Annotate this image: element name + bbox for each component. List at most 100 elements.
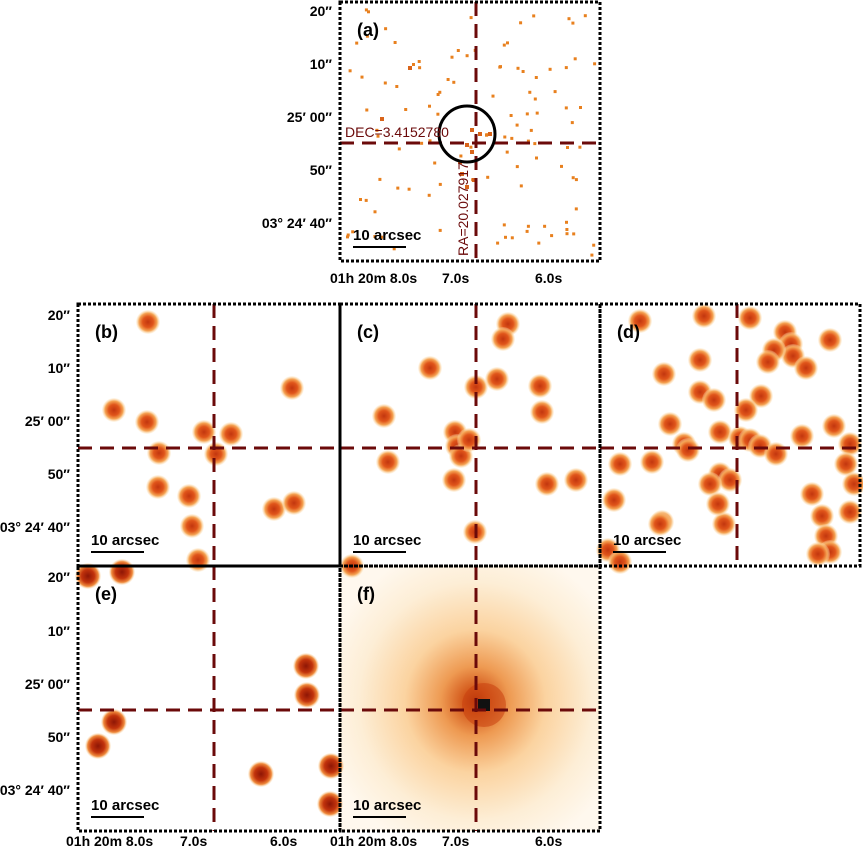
pixel-mark [469, 16, 473, 20]
source-blob [838, 500, 862, 524]
pixel-mark [364, 198, 368, 202]
y-tick-00: 25′ 00″ [287, 109, 332, 125]
pixel-mark [553, 90, 557, 94]
source-blob [530, 400, 554, 424]
pixel-mark [525, 112, 529, 116]
x-axis-labels-top: 01h 20m 8.0s 7.0s 6.0s [330, 270, 562, 286]
panel-label: (e) [95, 584, 117, 604]
source-blob [712, 512, 736, 536]
pixel-mark [567, 17, 571, 21]
pixel-mark [346, 233, 350, 237]
source-blob [180, 514, 204, 538]
pixel-mark [502, 223, 506, 227]
panel-d-frame [598, 302, 862, 568]
source-blob [464, 375, 488, 399]
y-tick-20: 20″ [48, 569, 71, 585]
pixel-mark [378, 177, 382, 181]
pixel-mark [359, 198, 362, 201]
source-blob [702, 388, 726, 412]
pixel-mark [566, 146, 569, 149]
pixel-mark [593, 62, 597, 66]
scale-bar-label: 10 arcsec [353, 227, 421, 244]
pixel-mark [535, 111, 539, 115]
x-tick-70: 7.0s [442, 270, 469, 286]
pixel-mark [395, 85, 399, 88]
source-blob [564, 468, 588, 492]
pixel-mark [360, 75, 364, 79]
y-tick-00: 25′ 00″ [25, 676, 70, 692]
panel-c-sources [340, 312, 588, 578]
pixel-mark [396, 186, 400, 190]
pixel-mark [574, 207, 578, 211]
y-tick-10: 10″ [48, 360, 71, 376]
panel-f-frame [338, 564, 602, 833]
pixel-mark [365, 108, 369, 112]
pixel-mark [532, 14, 536, 18]
pixel-mark [404, 108, 408, 111]
source-blob [376, 450, 400, 474]
y-axis-labels-top: 20″ 10″ 25′ 00″ 50″ 03° 24′ 40″ [262, 3, 332, 231]
y-tick-40: 03° 24′ 40″ [0, 782, 70, 798]
pixel-mark [548, 67, 552, 71]
pixel-mark [452, 80, 456, 84]
pixel-mark [367, 10, 370, 14]
pixel-mark [392, 247, 396, 251]
y-tick-50: 50″ [48, 729, 71, 745]
pixel-mark [417, 60, 421, 63]
pixel-mark [526, 224, 530, 228]
panel-b-sources [102, 310, 306, 572]
pixel-mark [583, 14, 587, 18]
y-tick-00: 25′ 00″ [25, 413, 70, 429]
source-blob [101, 709, 127, 735]
source-blob [317, 791, 343, 817]
pixel-mark [436, 93, 440, 96]
y-tick-50: 50″ [48, 466, 71, 482]
source-blob [756, 350, 780, 374]
source-blob [810, 504, 834, 528]
pixel-mark [380, 235, 384, 239]
source-blob [790, 424, 814, 448]
pixel-mark [438, 228, 442, 232]
pixel-mark [380, 117, 384, 121]
source-blob [692, 304, 716, 328]
source-blob [491, 327, 515, 351]
source-blob [485, 367, 509, 391]
source-blob [738, 306, 762, 330]
source-blob [608, 452, 632, 476]
pixel-mark [478, 132, 482, 136]
pixel-mark [393, 41, 397, 44]
pixel-mark [565, 228, 569, 231]
pixel-mark [488, 132, 492, 136]
pixel-mark [537, 241, 541, 245]
pixel-mark [491, 94, 495, 98]
source-blob [800, 482, 824, 506]
source-blob [658, 412, 682, 436]
pixel-mark [550, 234, 554, 238]
pixel-mark [428, 104, 431, 108]
pixel-mark [383, 81, 387, 85]
pixel-mark [470, 150, 474, 154]
pixel-mark [590, 253, 594, 257]
x-tick-80: 01h 20m 8.0s [330, 833, 417, 848]
source-blob [75, 563, 101, 589]
pixel-mark [510, 136, 514, 140]
pixel-mark [407, 187, 411, 191]
panel-f-crosshair [340, 566, 600, 831]
source-blob [838, 432, 862, 456]
source-blob [372, 404, 396, 428]
pixel-mark [459, 154, 463, 158]
pixel-mark [496, 241, 500, 245]
pixel-mark [436, 112, 440, 116]
pixel-mark [564, 106, 568, 110]
peak-core [478, 699, 490, 711]
source-blob [109, 559, 135, 585]
pixel-mark [560, 164, 563, 168]
pixel-mark [533, 142, 537, 146]
pixel-mark [450, 55, 454, 59]
panel-label: (d) [617, 322, 640, 342]
source-blob [192, 420, 216, 444]
pixel-mark [592, 243, 596, 247]
pixel-mark [412, 63, 415, 66]
panel-label: (a) [357, 20, 379, 40]
